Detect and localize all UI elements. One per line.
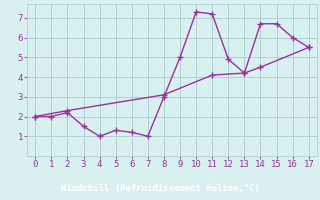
- Text: Windchill (Refroidissement éolien,°C): Windchill (Refroidissement éolien,°C): [60, 184, 260, 193]
